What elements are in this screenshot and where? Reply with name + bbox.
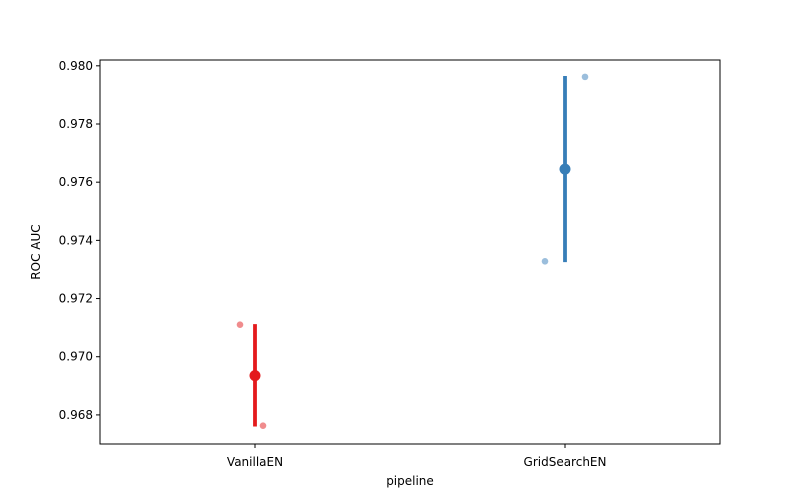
y-axis-label: ROC AUC <box>29 224 43 279</box>
x-tick-label: VanillaEN <box>227 455 283 469</box>
y-tick-label: 0.974 <box>59 233 93 247</box>
observation-point <box>581 73 589 81</box>
y-tick-label: 0.976 <box>59 175 93 189</box>
observation-point <box>236 321 244 329</box>
y-tick-label: 0.968 <box>59 408 93 422</box>
y-tick-label: 0.972 <box>59 292 93 306</box>
plot-area <box>99 59 721 445</box>
y-tick-label: 0.970 <box>59 350 93 364</box>
observation-point <box>259 422 267 429</box>
mean-point <box>249 370 261 382</box>
y-tick-label: 0.980 <box>59 59 93 73</box>
mean-point <box>559 163 571 175</box>
y-tick-label: 0.978 <box>59 117 93 131</box>
x-tick-label: GridSearchEN <box>524 455 607 469</box>
x-axis-label: pipeline <box>386 474 434 488</box>
y-axis: 0.968 0.970 0.972 0.974 0.976 0.978 0.980 <box>59 59 100 422</box>
x-axis: VanillaEN GridSearchEN <box>227 444 607 469</box>
chart-marks <box>236 73 589 429</box>
observation-point <box>541 258 549 265</box>
